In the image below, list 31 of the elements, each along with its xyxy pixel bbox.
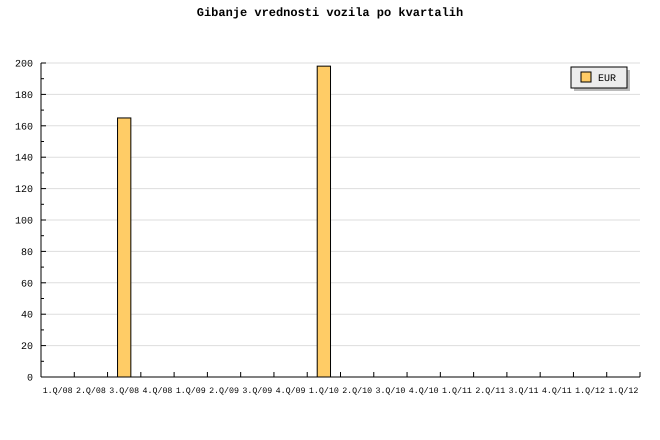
- x-tick-label: 1.Q/11: [442, 386, 472, 396]
- y-tick-label: 0: [26, 374, 33, 384]
- chart-title: Gibanje vrednosti vozila po kvartalih: [196, 6, 464, 20]
- y-tick-label: 140: [14, 154, 33, 165]
- legend-label: EUR: [598, 74, 616, 85]
- x-tick-label: 2.Q/10: [342, 386, 372, 396]
- x-tick-label: 4.Q/10: [408, 386, 439, 396]
- x-tick-label: 3.Q/09: [242, 386, 272, 396]
- x-tick-label: 4.Q/11: [542, 386, 572, 396]
- x-tick-label: 3.Q/11: [508, 386, 538, 396]
- x-tick-label: 1.Q/10: [308, 386, 339, 396]
- x-tick-label: 1.Q/09: [176, 386, 206, 396]
- x-tick-label: 1.Q/12: [608, 386, 638, 396]
- y-tick-label: 200: [14, 60, 33, 70]
- x-tick-label: 1.Q/12: [575, 386, 606, 396]
- y-tick-label: 20: [20, 342, 33, 354]
- y-tick-label: 60: [20, 279, 33, 290]
- x-tick-label: 3.Q/10: [375, 386, 406, 396]
- x-tick-label: 4.Q/09: [276, 386, 306, 396]
- y-tick-label: 100: [14, 216, 33, 228]
- x-tick-label: 2.Q/08: [76, 386, 106, 396]
- x-tick-label: 4.Q/08: [142, 386, 172, 396]
- x-tick-label: 1.Q/08: [42, 386, 73, 396]
- x-tick-label: 3.Q/08: [109, 386, 140, 396]
- x-tick-label: 2.Q/11: [475, 386, 506, 396]
- x-tick-label: 2.Q/09: [209, 386, 239, 396]
- y-tick-label: 40: [20, 310, 33, 322]
- y-tick-label: 160: [14, 122, 33, 134]
- y-tick-label: 180: [14, 90, 33, 102]
- y-tick-label: 80: [20, 248, 33, 259]
- y-tick-label: 120: [14, 185, 33, 196]
